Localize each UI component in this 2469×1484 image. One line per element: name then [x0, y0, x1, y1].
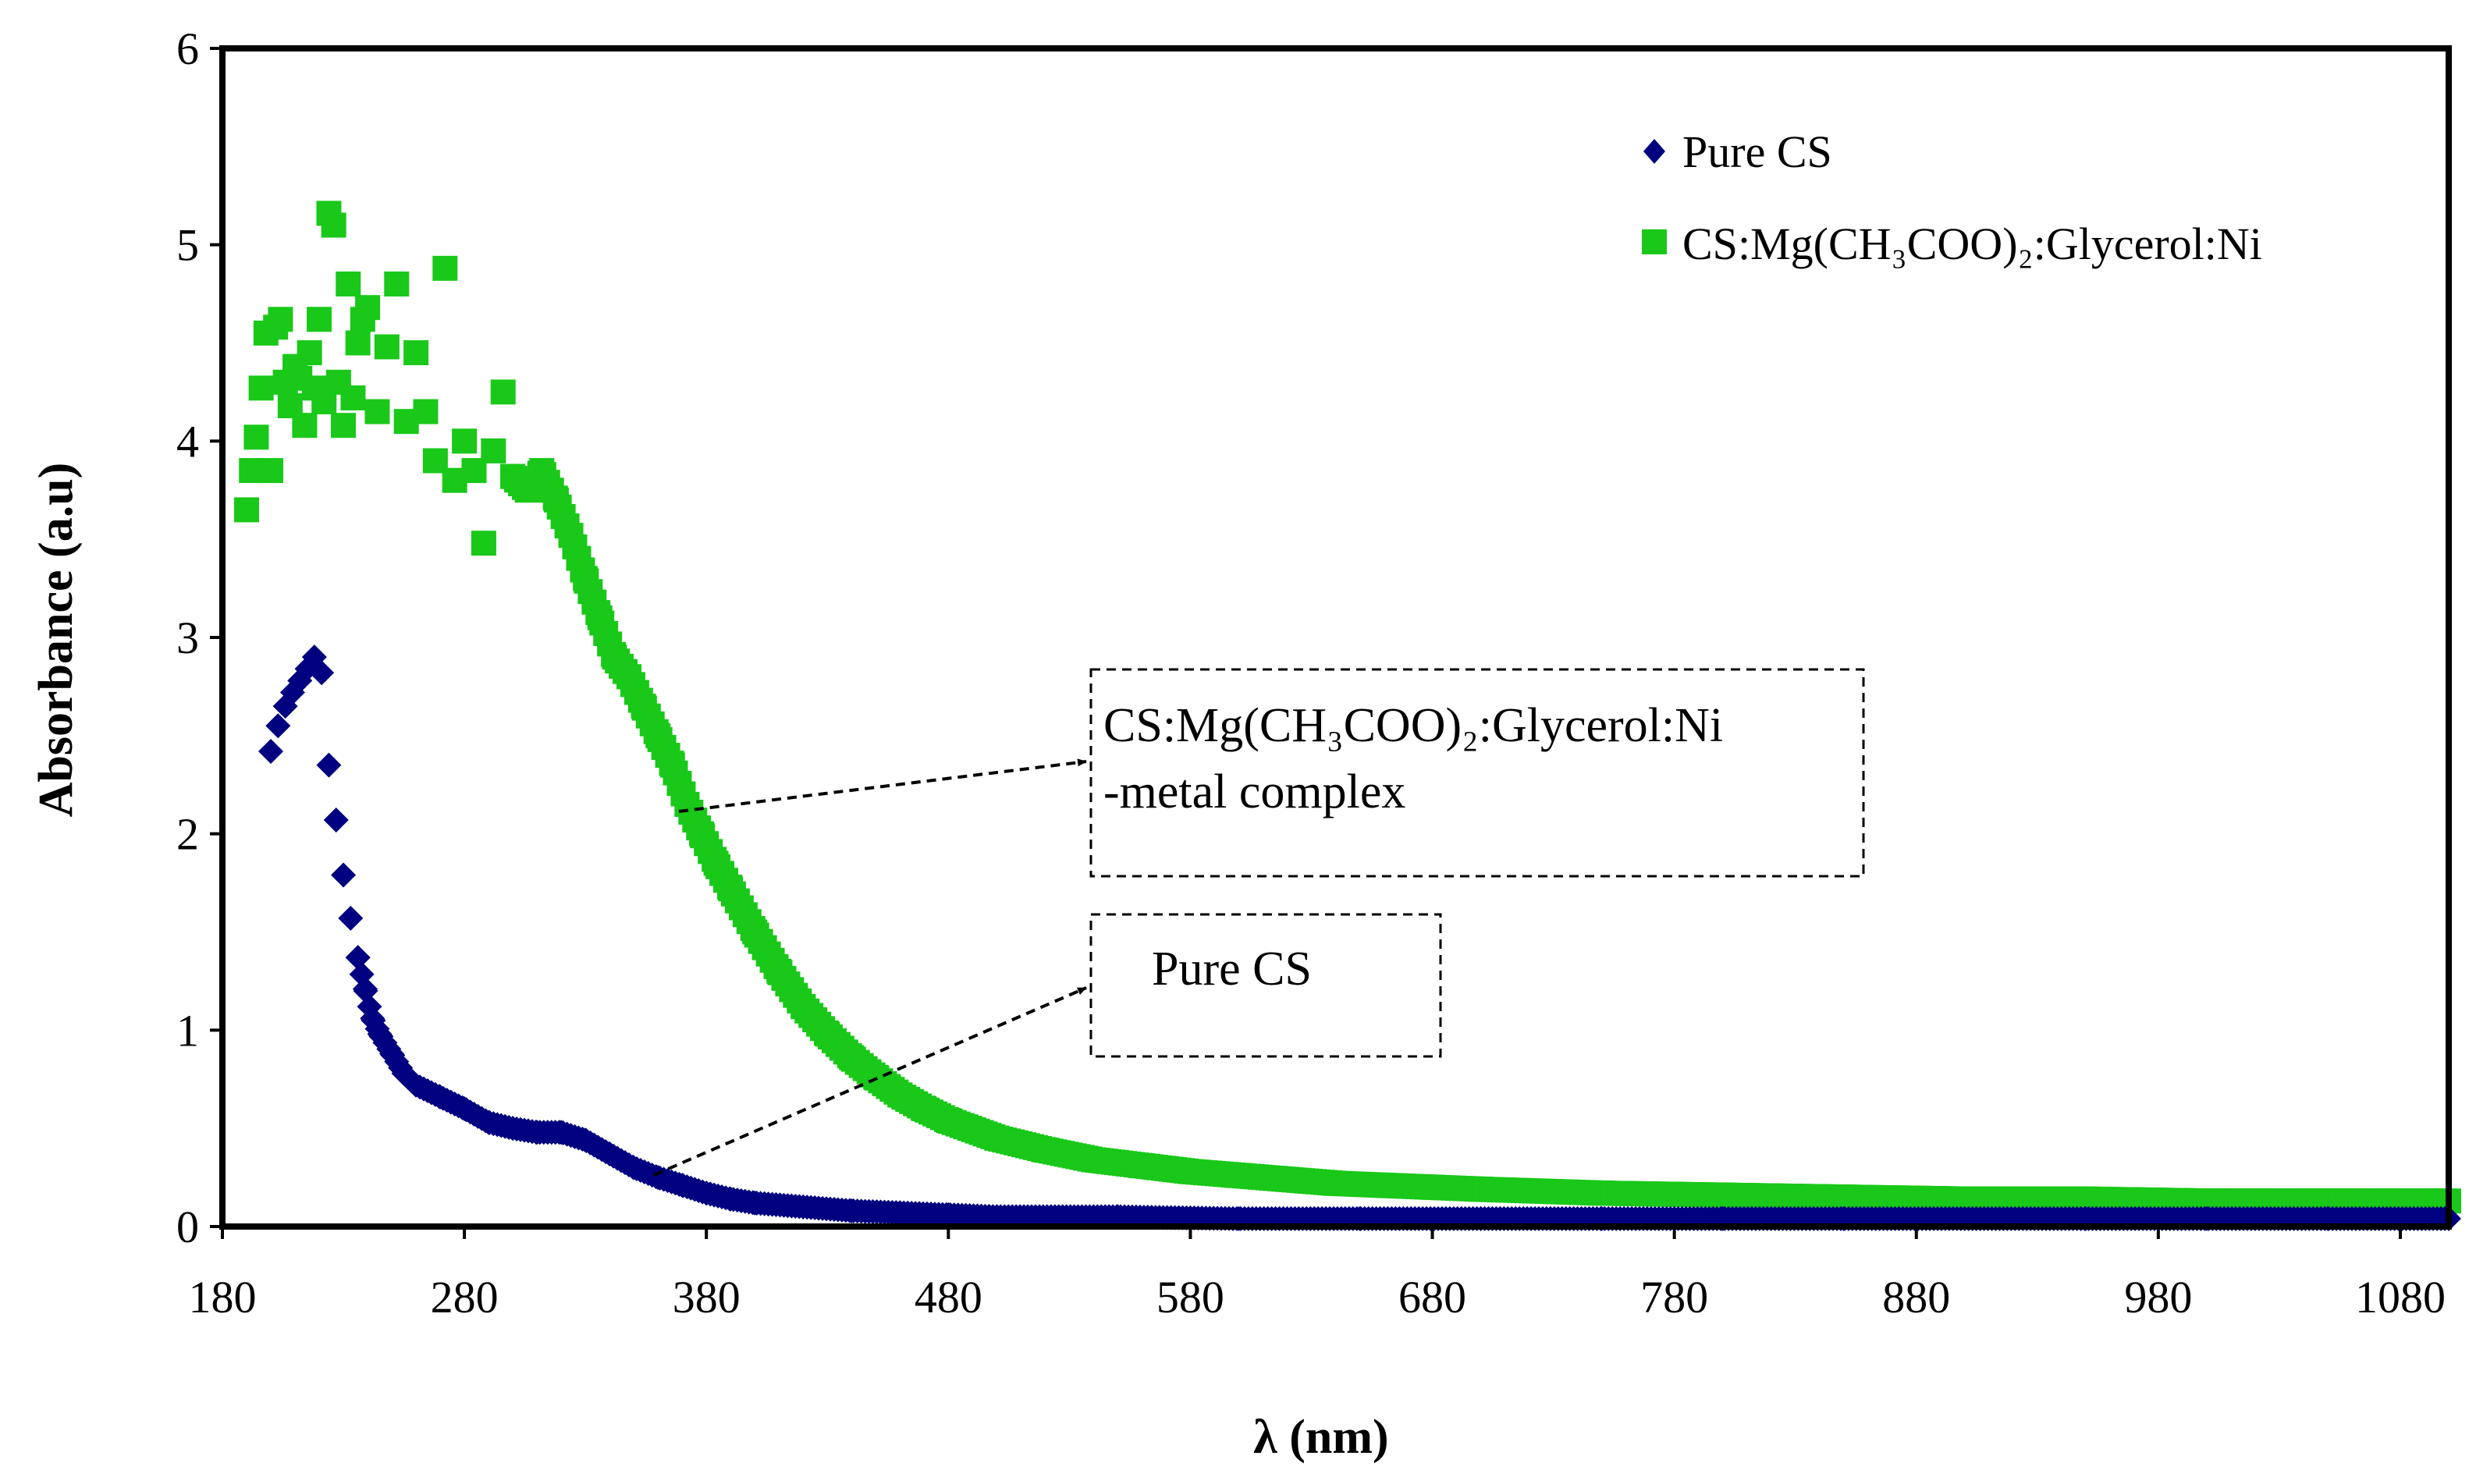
x-axis-ticks: 180 280 380 480 580 680 780 880 980 1080 — [189, 1227, 2446, 1322]
data-point-cs-mg-ni — [374, 334, 400, 360]
data-point-cs-mg-ni — [471, 531, 496, 556]
x-tick-label: 480 — [915, 1272, 982, 1322]
annotation-pure-cs: Pure CS — [653, 913, 1442, 1177]
x-axis-title: λ (nm) — [1253, 1411, 1388, 1464]
y-tick-label: 2 — [176, 809, 199, 860]
data-point-cs-mg-ni — [292, 413, 318, 438]
x-tick-label: 680 — [1398, 1272, 1466, 1322]
data-point-cs-mg-ni — [452, 428, 478, 454]
data-point-pure-cs — [265, 713, 291, 739]
data-point-cs-mg-ni — [403, 340, 429, 366]
data-point-cs-mg-ni — [490, 379, 516, 405]
data-point-pure-cs — [309, 660, 335, 686]
data-point-pure-cs — [316, 752, 342, 778]
legend-item-cs-mg-ni: CS:Mg(CH₃COO)₂:Glycerol:Ni — [1642, 218, 2262, 269]
annotation-complex-line-1: CS:Mg(CH₃COO)₂:Glycerol:Ni — [1103, 699, 1723, 752]
y-tick-label: 5 — [176, 220, 199, 271]
data-point-cs-mg-ni — [432, 255, 458, 281]
annotation-pure-cs-box — [1089, 913, 1442, 1058]
y-axis-title: Absorbance (a.u) — [30, 463, 83, 818]
legend-diamond-icon — [1643, 139, 1665, 164]
series-pure-cs-markers — [258, 644, 2461, 1231]
x-tick-label: 980 — [2124, 1272, 2192, 1322]
data-point-cs-mg-ni — [345, 330, 371, 356]
legend-item-pure-cs: Pure CS — [1643, 126, 1832, 177]
data-point-cs-mg-ni — [355, 295, 381, 321]
data-point-pure-cs — [323, 808, 349, 833]
y-tick-label: 0 — [176, 1202, 199, 1252]
data-point-cs-mg-ni — [268, 307, 293, 332]
x-tick-label: 580 — [1156, 1272, 1224, 1322]
y-tick-label: 6 — [176, 23, 199, 74]
y-tick-label: 4 — [176, 416, 199, 467]
data-point-cs-mg-ni — [234, 497, 260, 523]
annotation-complex-line-2: -metal complex — [1103, 765, 1405, 818]
y-axis-ticks: 0 1 2 3 4 5 6 — [176, 23, 222, 1252]
data-point-cs-mg-ni — [248, 375, 274, 401]
data-point-cs-mg-ni — [307, 307, 332, 332]
data-point-cs-mg-ni — [340, 385, 366, 410]
data-point-cs-mg-ni — [413, 399, 439, 424]
data-point-cs-mg-ni — [321, 212, 346, 238]
annotation-complex-box — [1089, 668, 1865, 878]
x-tick-label: 180 — [189, 1272, 257, 1322]
y-tick-label: 1 — [176, 1005, 199, 1056]
data-point-cs-mg-ni — [364, 399, 390, 424]
legend-square-icon — [1642, 229, 1667, 254]
data-point-pure-cs — [349, 961, 375, 987]
plot-frame — [219, 45, 2452, 1230]
annotation-complex: CS:Mg(CH₃COO)₂:Glycerol:Ni -metal comple… — [678, 668, 1865, 878]
data-point-cs-mg-ni — [336, 272, 361, 296]
legend-label-cs-mg-ni: CS:Mg(CH₃COO)₂:Glycerol:Ni — [1682, 218, 2262, 269]
x-tick-label: 780 — [1640, 1272, 1708, 1322]
annotation-complex-arrow — [678, 758, 1087, 813]
data-point-cs-mg-ni — [258, 458, 284, 484]
data-point-cs-mg-ni — [297, 340, 322, 366]
data-point-cs-mg-ni — [481, 438, 506, 463]
data-point-pure-cs — [258, 738, 284, 764]
x-tick-label: 1080 — [2355, 1272, 2446, 1322]
data-point-pure-cs — [331, 862, 357, 888]
x-tick-label: 880 — [1882, 1272, 1950, 1322]
data-point-cs-mg-ni — [243, 424, 269, 450]
annotation-pure-cs-arrow — [653, 986, 1087, 1177]
data-point-cs-mg-ni — [331, 413, 357, 438]
annotation-pure-cs-line-1: Pure CS — [1152, 943, 1312, 996]
data-point-cs-mg-ni — [384, 272, 410, 296]
y-tick-label: 3 — [176, 612, 199, 663]
legend-label-pure-cs: Pure CS — [1682, 126, 1832, 177]
x-tick-label: 380 — [673, 1272, 741, 1322]
data-point-pure-cs — [345, 945, 371, 971]
data-point-pure-cs — [338, 905, 364, 931]
legend: Pure CS CS:Mg(CH₃COO)₂:Glycerol:Ni — [1642, 126, 2262, 269]
x-tick-label: 280 — [431, 1272, 499, 1322]
